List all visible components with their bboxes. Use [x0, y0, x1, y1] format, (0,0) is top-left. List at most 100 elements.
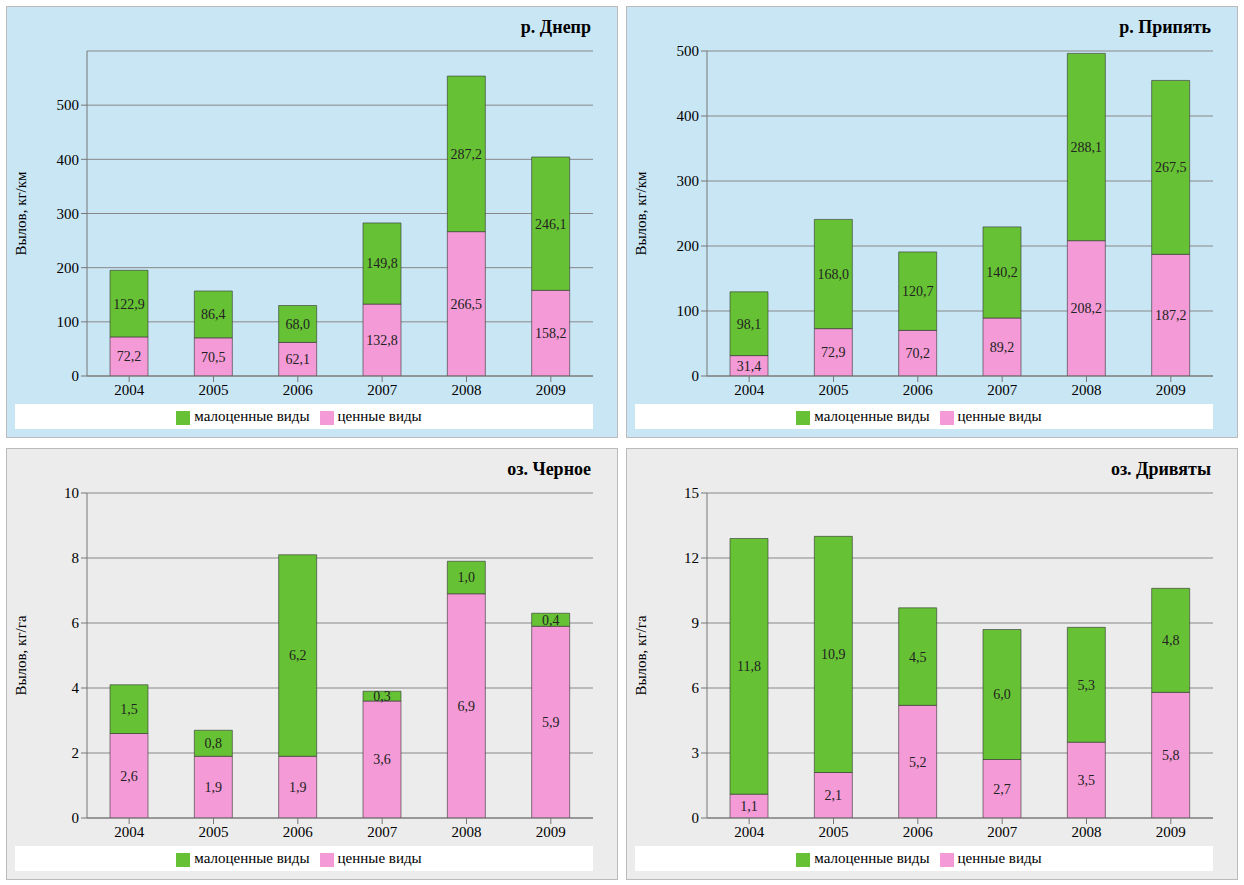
svg-text:300: 300: [57, 206, 80, 222]
svg-text:100: 100: [57, 314, 80, 330]
svg-text:2006: 2006: [283, 824, 314, 840]
svg-text:287,2: 287,2: [451, 147, 483, 162]
svg-text:5,3: 5,3: [1078, 678, 1096, 693]
svg-text:2004: 2004: [114, 824, 145, 840]
svg-text:68,0: 68,0: [285, 317, 310, 332]
svg-text:500: 500: [57, 97, 80, 113]
svg-text:2: 2: [72, 745, 80, 761]
svg-text:1,5: 1,5: [120, 702, 138, 717]
svg-text:400: 400: [57, 152, 80, 168]
svg-text:2008: 2008: [452, 382, 482, 398]
svg-text:70,5: 70,5: [201, 350, 226, 365]
svg-text:2009: 2009: [1156, 824, 1186, 840]
svg-text:0,3: 0,3: [373, 689, 391, 704]
svg-text:11,8: 11,8: [737, 659, 761, 674]
svg-text:149,8: 149,8: [366, 256, 398, 271]
svg-text:132,8: 132,8: [366, 333, 398, 348]
svg-text:4,5: 4,5: [909, 650, 927, 665]
svg-text:6,0: 6,0: [993, 687, 1011, 702]
svg-text:300: 300: [677, 173, 700, 189]
svg-text:1,1: 1,1: [740, 799, 758, 814]
svg-text:2006: 2006: [903, 382, 934, 398]
svg-text:500: 500: [677, 43, 700, 59]
svg-text:15: 15: [684, 485, 699, 501]
svg-text:400: 400: [677, 108, 700, 124]
svg-text:200: 200: [57, 260, 80, 276]
svg-text:2005: 2005: [199, 382, 229, 398]
svg-text:9: 9: [692, 615, 700, 631]
svg-text:6: 6: [72, 615, 80, 631]
svg-text:2005: 2005: [819, 382, 849, 398]
svg-text:5,2: 5,2: [909, 755, 927, 770]
svg-text:3,6: 3,6: [373, 752, 391, 767]
svg-text:6,2: 6,2: [289, 648, 307, 663]
svg-text:98,1: 98,1: [737, 317, 762, 332]
svg-text:Вылов, кг/га: Вылов, кг/га: [13, 615, 29, 695]
svg-text:267,5: 267,5: [1155, 160, 1187, 175]
svg-text:2005: 2005: [199, 824, 229, 840]
svg-text:2009: 2009: [536, 824, 566, 840]
svg-text:5,8: 5,8: [1162, 748, 1180, 763]
svg-text:1,9: 1,9: [289, 780, 307, 795]
svg-text:2,1: 2,1: [825, 788, 843, 803]
svg-text:2008: 2008: [452, 824, 482, 840]
svg-text:2004: 2004: [734, 382, 765, 398]
svg-text:10: 10: [64, 485, 79, 501]
svg-text:0: 0: [72, 810, 80, 826]
svg-text:2005: 2005: [819, 824, 849, 840]
svg-text:2008: 2008: [1072, 824, 1102, 840]
svg-text:0: 0: [692, 368, 700, 384]
svg-text:2008: 2008: [1072, 382, 1102, 398]
svg-text:288,1: 288,1: [1071, 140, 1103, 155]
svg-text:2006: 2006: [283, 382, 314, 398]
svg-text:Вылов, кг/км: Вылов, кг/км: [13, 171, 29, 256]
svg-text:266,5: 266,5: [451, 297, 483, 312]
svg-text:158,2: 158,2: [535, 326, 567, 341]
svg-text:89,2: 89,2: [990, 340, 1015, 355]
svg-text:122,9: 122,9: [113, 297, 145, 312]
svg-text:Вылов, кг/га: Вылов, кг/га: [633, 615, 649, 695]
svg-text:1,9: 1,9: [205, 780, 223, 795]
svg-text:62,1: 62,1: [285, 352, 310, 367]
svg-text:2009: 2009: [1156, 382, 1186, 398]
svg-text:72,2: 72,2: [117, 349, 142, 364]
svg-text:120,7: 120,7: [902, 284, 934, 299]
svg-text:2007: 2007: [367, 824, 398, 840]
svg-text:200: 200: [677, 238, 700, 254]
svg-text:0: 0: [692, 810, 700, 826]
svg-text:100: 100: [677, 303, 700, 319]
svg-text:4: 4: [72, 680, 80, 696]
svg-text:0: 0: [72, 368, 80, 384]
svg-text:86,4: 86,4: [201, 307, 226, 322]
svg-text:72,9: 72,9: [821, 345, 846, 360]
svg-text:70,2: 70,2: [905, 346, 930, 361]
svg-text:246,1: 246,1: [535, 217, 567, 232]
svg-text:2,6: 2,6: [120, 769, 138, 784]
svg-text:187,2: 187,2: [1155, 308, 1187, 323]
svg-text:140,2: 140,2: [986, 265, 1018, 280]
svg-text:2007: 2007: [987, 824, 1018, 840]
svg-text:10,9: 10,9: [821, 647, 846, 662]
svg-text:0,4: 0,4: [542, 613, 560, 628]
svg-text:2,7: 2,7: [993, 782, 1011, 797]
svg-text:0,8: 0,8: [205, 736, 223, 751]
svg-text:2004: 2004: [114, 382, 145, 398]
svg-text:31,4: 31,4: [737, 359, 762, 374]
svg-text:4,8: 4,8: [1162, 633, 1180, 648]
svg-text:2007: 2007: [987, 382, 1018, 398]
svg-text:6,9: 6,9: [458, 699, 476, 714]
svg-text:5,9: 5,9: [542, 715, 560, 730]
svg-text:12: 12: [684, 550, 699, 566]
svg-text:3: 3: [692, 745, 700, 761]
svg-text:168,0: 168,0: [818, 267, 850, 282]
svg-text:3,5: 3,5: [1078, 773, 1096, 788]
svg-text:2009: 2009: [536, 382, 566, 398]
svg-text:1,0: 1,0: [458, 570, 476, 585]
svg-text:2007: 2007: [367, 382, 398, 398]
svg-text:6: 6: [692, 680, 700, 696]
svg-text:2006: 2006: [903, 824, 934, 840]
svg-text:208,2: 208,2: [1071, 301, 1103, 316]
svg-text:Вылов, кг/км: Вылов, кг/км: [633, 171, 649, 256]
svg-text:2004: 2004: [734, 824, 765, 840]
svg-text:8: 8: [72, 550, 80, 566]
